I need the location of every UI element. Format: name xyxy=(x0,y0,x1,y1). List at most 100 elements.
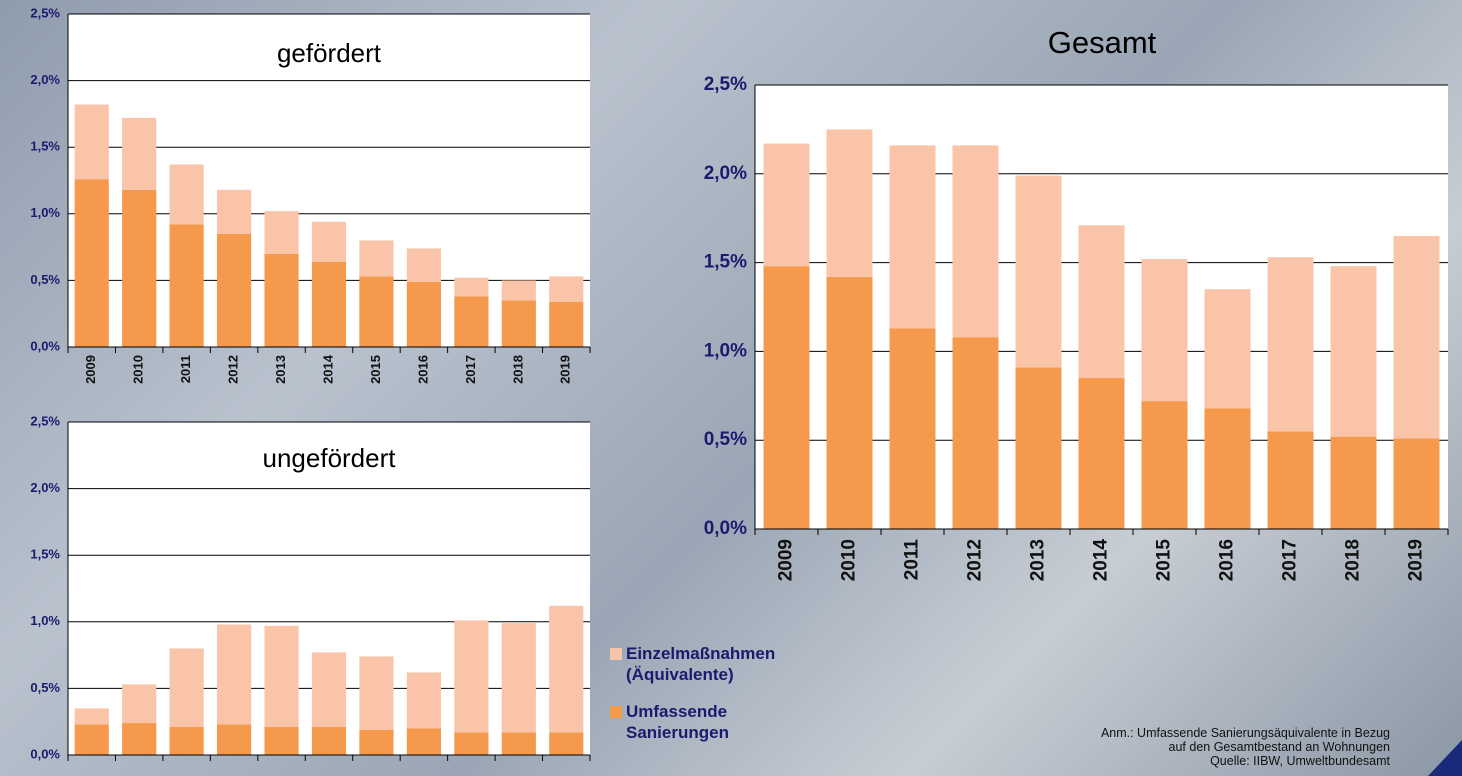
bar-segment xyxy=(1015,367,1062,529)
x-tick-label: 2018 xyxy=(1343,539,1364,581)
bar-segment xyxy=(454,732,489,755)
bar-segment xyxy=(549,732,584,755)
x-tick-label: 2011 xyxy=(178,355,193,383)
bar-segment xyxy=(74,708,109,725)
bar-segment xyxy=(501,623,536,733)
bar-segment xyxy=(217,189,252,234)
bar-segment xyxy=(74,104,109,180)
note: Anm.: Umfassende Sanierungsäquivalente i… xyxy=(1100,726,1390,740)
x-tick-label: 2019 xyxy=(558,355,573,384)
note: Quelle: IIBW, Umweltbundesamt xyxy=(1210,754,1390,768)
bar-segment xyxy=(217,724,252,755)
bar-segment xyxy=(406,281,441,347)
bar-segment xyxy=(74,724,109,755)
x-tick-label: 2012 xyxy=(965,539,986,581)
y-tick-label: 0,5% xyxy=(30,680,60,695)
x-tick-label: 2016 xyxy=(415,355,430,384)
bar-segment xyxy=(1078,225,1125,379)
bar-segment xyxy=(826,276,873,529)
bar-segment xyxy=(122,189,157,347)
bar-segment xyxy=(826,129,873,277)
bar-segment xyxy=(359,276,394,347)
bar-segment xyxy=(549,276,584,302)
bar-segment xyxy=(311,652,347,728)
bar-segment xyxy=(1141,401,1188,529)
x-tick-label: 2019 xyxy=(1406,539,1427,581)
bar-segment xyxy=(264,727,299,755)
bar-segment xyxy=(169,648,204,728)
y-tick-label: 0,0% xyxy=(704,518,747,539)
x-tick-label: 2014 xyxy=(1091,539,1112,582)
x-tick-label: 2014 xyxy=(320,354,335,384)
y-tick-label: 1,5% xyxy=(30,547,60,562)
note: auf den Gesamtbestand an Wohnungen xyxy=(1168,740,1390,754)
y-tick-label: 2,5% xyxy=(30,5,60,20)
bar-segment xyxy=(952,145,999,338)
x-tick-label: 2010 xyxy=(839,539,860,581)
x-tick-label: 2018 xyxy=(510,355,525,384)
chart-title: ungefördert xyxy=(263,443,397,473)
x-tick-label: 2013 xyxy=(1028,539,1049,581)
notes: Anm.: Umfassende Sanierungsäquivalente i… xyxy=(1101,726,1390,768)
bar-segment xyxy=(169,164,204,225)
bar-segment xyxy=(454,296,489,347)
bar-segment xyxy=(264,253,299,347)
bar-segment xyxy=(217,624,252,725)
bar-segment xyxy=(501,300,536,347)
bar-segment xyxy=(454,277,489,297)
bar-segment xyxy=(1078,378,1125,529)
legend-label: Umfassende Sanierungen xyxy=(626,702,729,742)
y-tick-label: 1,0% xyxy=(704,340,747,361)
bar-segment xyxy=(889,328,936,529)
x-tick-label: 2015 xyxy=(1154,539,1175,582)
bar-segment xyxy=(1267,257,1314,432)
x-tick-label: 2017 xyxy=(1280,539,1301,581)
bar-segment xyxy=(501,732,536,755)
bar-segment xyxy=(406,672,441,729)
bar-segment xyxy=(763,266,810,529)
bar-segment xyxy=(1015,175,1062,368)
legend-label: Einzelmaßnahmen (Äquivalente) xyxy=(626,644,776,684)
x-tick-label: 2012 xyxy=(226,355,241,384)
y-tick-label: 2,0% xyxy=(30,72,60,87)
y-tick-label: 1,0% xyxy=(30,613,60,628)
bar-segment xyxy=(311,221,347,262)
bar-segment xyxy=(1204,408,1251,529)
y-tick-label: 1,5% xyxy=(704,252,747,273)
legend-item: Umfassende Sanierungen xyxy=(610,701,830,743)
y-tick-label: 1,0% xyxy=(30,205,60,220)
bar-segment xyxy=(454,620,489,733)
bar-segment xyxy=(1393,438,1440,529)
bar-segment xyxy=(122,117,157,190)
bar-segment xyxy=(169,727,204,755)
x-tick-label: 2017 xyxy=(463,355,478,384)
bar-segment xyxy=(1330,436,1377,529)
y-tick-label: 0,5% xyxy=(704,429,747,450)
bar-segment xyxy=(1330,266,1377,437)
bar-segment xyxy=(1267,431,1314,529)
bar-segment xyxy=(122,723,157,755)
chart-title: gefördert xyxy=(277,38,382,68)
bar-segment xyxy=(549,301,584,347)
bar-segment xyxy=(952,337,999,529)
legend-swatch xyxy=(610,706,622,718)
y-tick-label: 2,5% xyxy=(30,413,60,428)
y-tick-label: 2,0% xyxy=(704,163,747,184)
x-tick-label: 2009 xyxy=(83,355,98,384)
y-tick-label: 0,0% xyxy=(30,746,60,761)
bar-segment xyxy=(311,727,347,755)
bar-segment xyxy=(1393,235,1440,439)
legend-swatch xyxy=(610,648,622,660)
y-tick-label: 2,0% xyxy=(30,480,60,495)
bar-segment xyxy=(501,280,536,301)
bar-segment xyxy=(1204,289,1251,409)
bar-segment xyxy=(359,729,394,755)
legend: Einzelmaßnahmen (Äquivalente) Umfassende… xyxy=(610,643,830,759)
bar-segment xyxy=(217,233,252,347)
bar-segment xyxy=(311,261,347,347)
bar-segment xyxy=(74,179,109,347)
bar-segment xyxy=(359,656,394,730)
x-tick-label: 2009 xyxy=(776,539,797,581)
